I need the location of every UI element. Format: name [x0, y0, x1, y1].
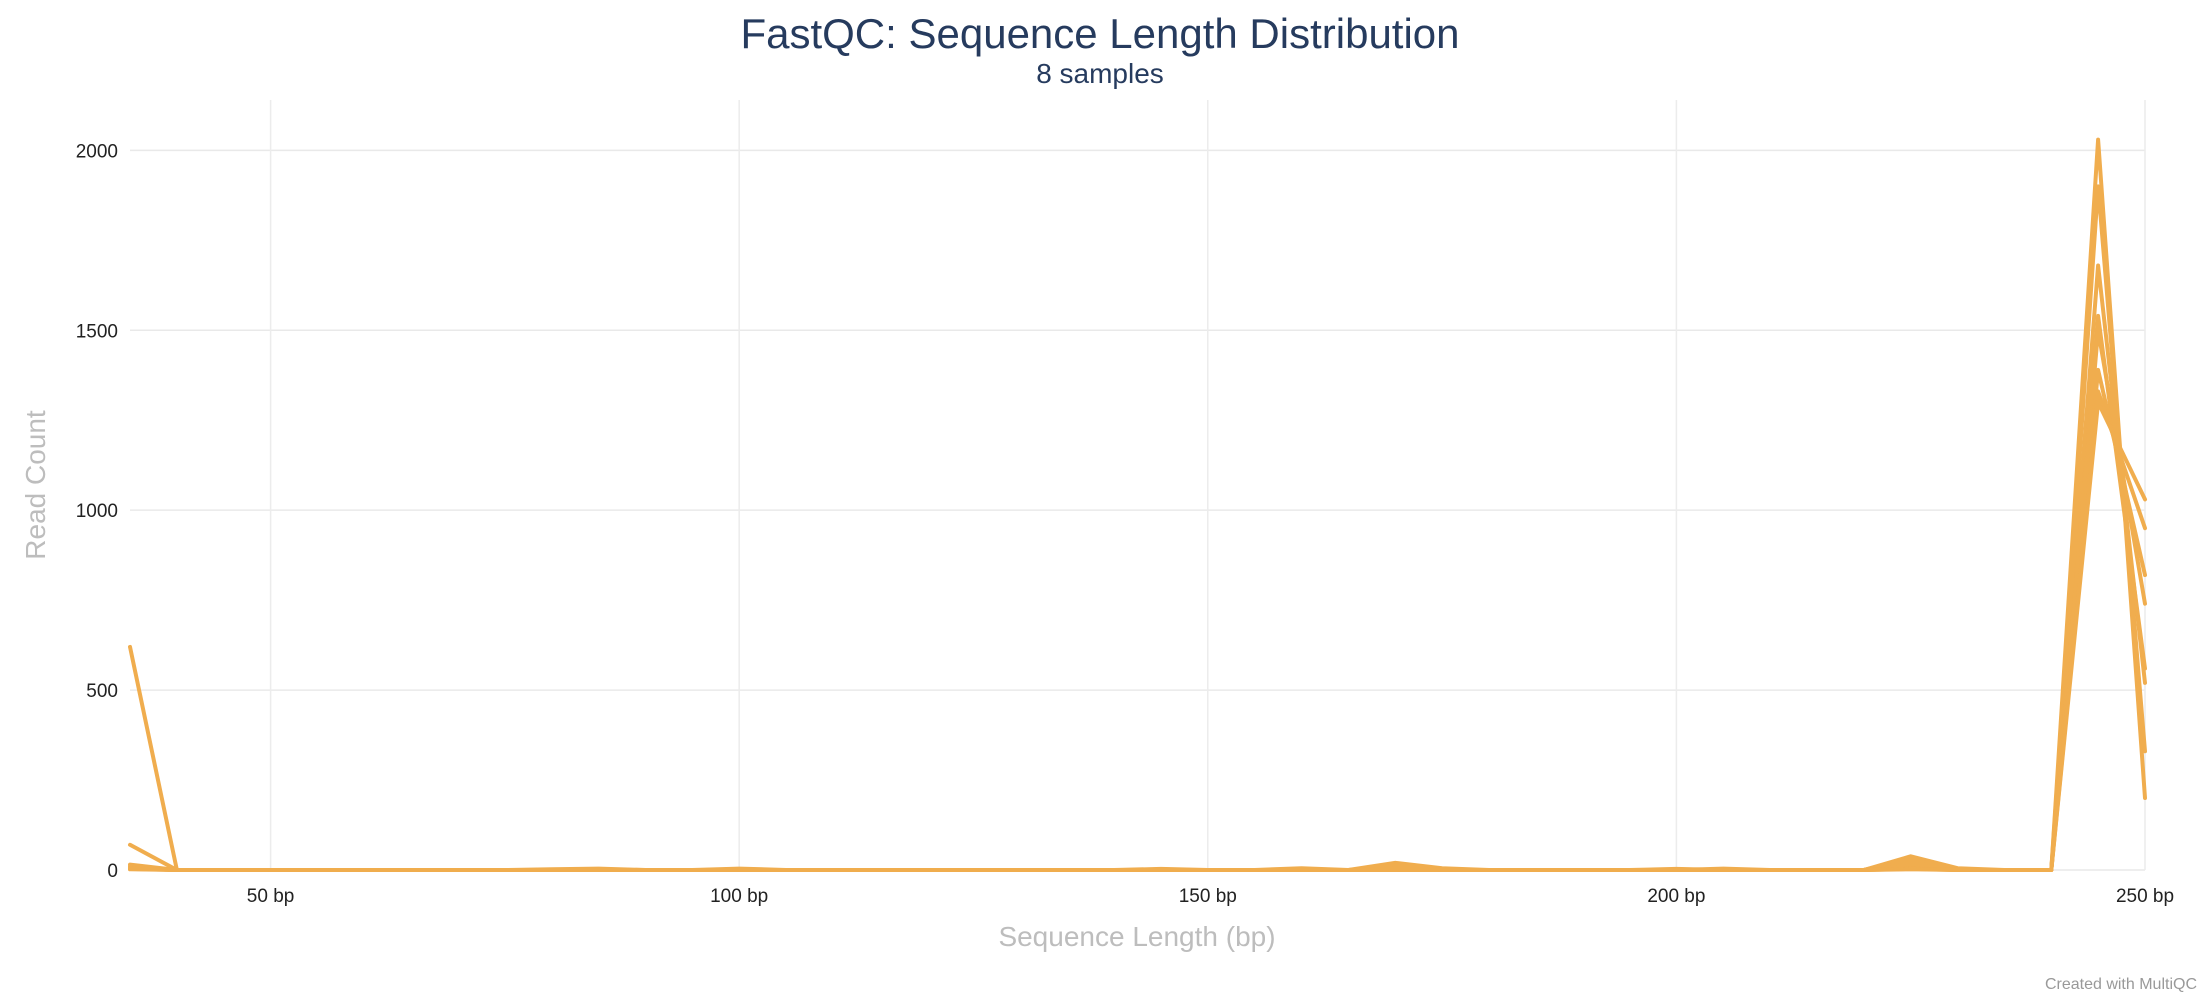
- y-tick-label: 1000: [76, 501, 118, 522]
- y-axis-title: Read Count: [20, 410, 51, 560]
- grid-lines: [130, 100, 2146, 871]
- chart-title: FastQC: Sequence Length Distribution: [740, 10, 1460, 57]
- series-group: [128, 137, 2147, 872]
- x-tick-label: 100 bp: [710, 886, 768, 907]
- y-tick-label: 500: [86, 681, 118, 702]
- chart-subtitle: 8 samples: [1036, 58, 1164, 89]
- series-line-6[interactable]: [128, 367, 2147, 872]
- y-axis-ticks: 0 500 1000 1500 2000: [76, 141, 118, 882]
- x-tick-label: 250 bp: [2116, 886, 2174, 907]
- series-line-5[interactable]: [128, 328, 2147, 872]
- x-tick-label: 150 bp: [1179, 886, 1237, 907]
- x-axis-ticks: 50 bp 100 bp 150 bp 200 bp 250 bp: [247, 886, 2174, 907]
- series-line-4[interactable]: [128, 313, 2147, 872]
- x-tick-label: 50 bp: [247, 886, 295, 907]
- series-line-3[interactable]: [128, 263, 2147, 872]
- series-line-1[interactable]: [128, 137, 2147, 872]
- y-tick-label: 0: [107, 861, 118, 882]
- series-line-2[interactable]: [128, 184, 2147, 872]
- x-tick-label: 200 bp: [1647, 886, 1705, 907]
- x-axis-title: Sequence Length (bp): [998, 921, 1275, 952]
- y-tick-label: 1500: [76, 321, 118, 342]
- series-line-7[interactable]: [128, 389, 2147, 872]
- y-tick-label: 2000: [76, 141, 118, 162]
- series-line-8[interactable]: [128, 400, 2147, 872]
- multiqc-credit[interactable]: Created with MultiQC: [2044, 976, 2197, 993]
